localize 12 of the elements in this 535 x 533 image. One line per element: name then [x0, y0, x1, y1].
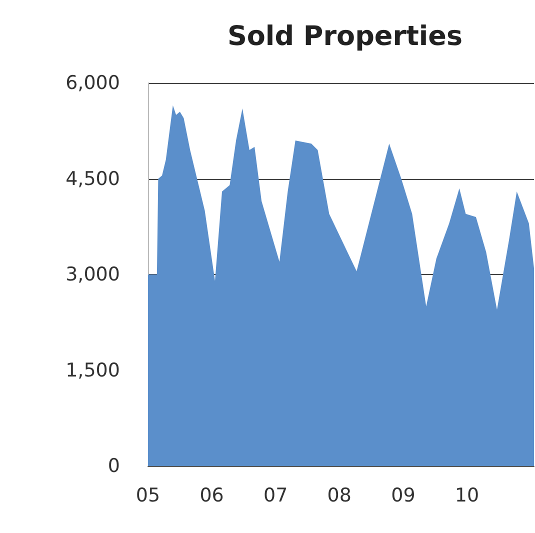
chart-title: Sold Properties: [227, 21, 463, 52]
y-tick-label: 6,000: [66, 72, 120, 94]
x-tick-label: 08: [327, 484, 352, 506]
x-tick-label: 10: [454, 484, 480, 506]
y-tick-label: 4,500: [66, 168, 120, 190]
x-tick-label: 06: [200, 484, 224, 506]
y-tick-label: 1,500: [66, 359, 120, 382]
x-tick-label: 05: [136, 484, 160, 506]
x-tick-label: 09: [391, 484, 416, 506]
y-tick-label: 0: [108, 455, 120, 477]
y-tick-label: 3,000: [66, 264, 120, 286]
x-tick-label: 07: [264, 484, 288, 506]
